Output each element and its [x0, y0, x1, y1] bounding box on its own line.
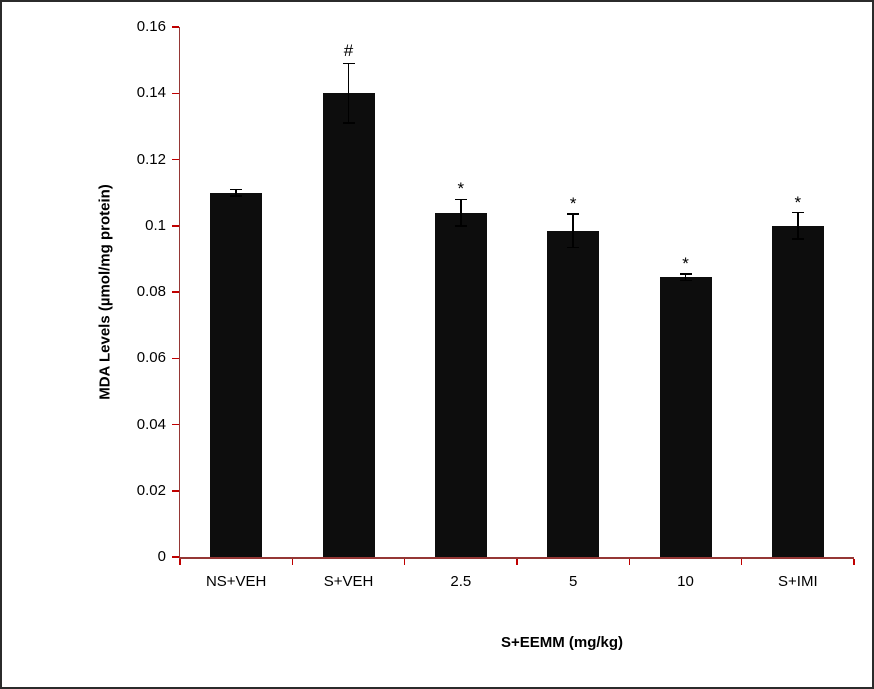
bar	[659, 277, 712, 557]
bar	[322, 93, 375, 557]
bar	[434, 212, 487, 557]
bar	[210, 192, 263, 557]
y-tick-mark	[172, 357, 179, 359]
y-tick-label: 0.16	[136, 18, 166, 35]
x-axis-line	[178, 557, 854, 559]
error-bar-line	[797, 212, 799, 239]
error-bar-cap-bottom	[342, 122, 355, 124]
error-bar-cap-top	[230, 188, 243, 191]
y-tick-label: 0.1	[145, 216, 166, 234]
x-tick-mark	[179, 558, 181, 565]
error-bar-cap-bottom	[679, 279, 692, 282]
y-tick-mark	[172, 423, 179, 426]
x-axis-title: S+EEMM (mg/kg)	[500, 634, 624, 651]
bar	[771, 225, 824, 557]
y-tick-label: 0.06	[136, 349, 166, 367]
error-bar-cap-bottom	[567, 246, 580, 249]
y-tick-mark	[172, 26, 179, 28]
y-tick-mark	[172, 490, 179, 492]
error-bar-cap-top	[567, 213, 580, 215]
x-tick-mark	[628, 558, 631, 565]
error-bar-line	[460, 199, 462, 226]
significance-marker: *	[794, 192, 802, 212]
error-bar-cap-top	[342, 62, 355, 65]
error-bar-cap-bottom	[791, 238, 804, 240]
y-tick-label: 0.04	[136, 415, 166, 433]
x-tick-mark	[516, 558, 518, 565]
y-tick-mark	[172, 92, 179, 94]
error-bar-cap-top	[454, 198, 467, 200]
error-bar-line	[235, 189, 237, 196]
error-bar-cap-top	[791, 211, 804, 214]
significance-marker: *	[457, 179, 465, 199]
y-tick-label: 0.02	[136, 481, 166, 499]
x-tick-mark	[740, 558, 743, 565]
error-bar-cap-bottom	[454, 225, 467, 227]
x-tick-label: 10	[677, 573, 694, 590]
error-bar-line	[347, 63, 350, 124]
x-tick-mark	[291, 558, 294, 565]
error-bar-line	[684, 273, 687, 281]
error-bar-line	[572, 214, 574, 248]
error-bar-cap-top	[679, 273, 692, 275]
y-tick-mark	[172, 158, 179, 161]
x-tick-label: S+IMI	[778, 573, 818, 590]
y-tick-mark	[172, 556, 179, 558]
y-tick-label: 0	[157, 548, 166, 565]
y-tick-label: 0.12	[136, 150, 166, 168]
significance-marker: #	[343, 41, 354, 61]
y-tick-mark	[172, 225, 179, 227]
y-axis-title: MDA Levels (µmol/mg protein)	[96, 184, 114, 400]
x-tick-label: 5	[568, 573, 578, 590]
bar	[547, 230, 600, 557]
error-bar-cap-bottom	[230, 195, 243, 197]
y-tick-label: 0.08	[136, 283, 166, 300]
x-tick-mark	[403, 558, 406, 565]
x-tick-label: NS+VEH	[205, 573, 267, 590]
significance-marker: *	[682, 253, 689, 273]
significance-marker: *	[569, 194, 577, 214]
y-axis-line	[178, 27, 180, 557]
y-tick-mark	[172, 291, 179, 293]
x-tick-mark	[853, 558, 855, 565]
x-tick-label: 2.5	[450, 573, 472, 590]
x-tick-label: S+VEH	[323, 573, 374, 590]
y-tick-label: 0.14	[136, 84, 166, 102]
